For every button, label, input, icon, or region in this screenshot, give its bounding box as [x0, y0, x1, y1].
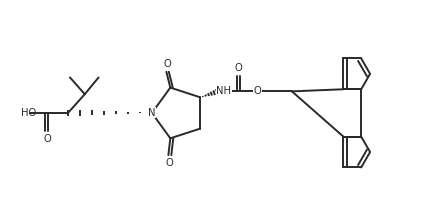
Text: O: O [235, 63, 242, 73]
Text: HO: HO [20, 108, 36, 118]
Text: O: O [43, 134, 51, 144]
Text: NH: NH [216, 86, 231, 96]
Text: O: O [165, 158, 173, 168]
Text: O: O [253, 86, 261, 96]
Text: O: O [163, 59, 171, 69]
Text: N: N [148, 108, 155, 118]
